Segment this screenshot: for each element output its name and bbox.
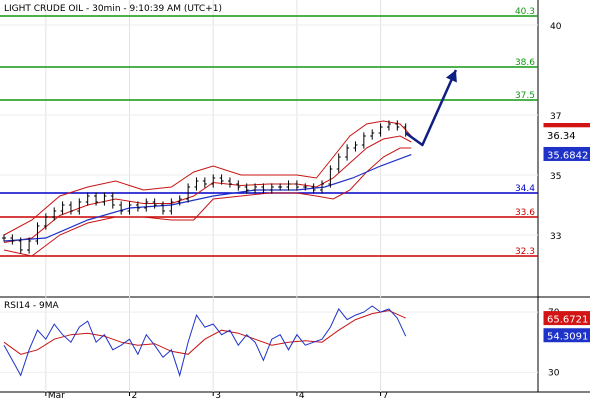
price-tick-label: 33 <box>550 232 561 242</box>
price-tick-label: 37 <box>550 112 561 122</box>
moving-average-line <box>3 154 412 242</box>
time-tick-label: Mar <box>48 391 65 400</box>
rsi-ma-line <box>3 310 406 355</box>
price-bars <box>2 120 408 254</box>
level-label: 33.6 <box>515 208 535 218</box>
level-label: 40.3 <box>515 7 535 17</box>
price-tag-label: 35.6842 <box>547 150 588 161</box>
rsi-tag-label: 54.3091 <box>547 332 588 343</box>
level-label: 32.3 <box>515 247 535 257</box>
level-label: 34.4 <box>515 184 535 194</box>
time-tick-label: 2 <box>132 391 138 400</box>
price-tag-label: 36.34 <box>547 131 576 142</box>
rsi-tag-box <box>543 328 590 343</box>
price-tag-box <box>543 146 590 161</box>
bollinger-bands <box>3 120 412 257</box>
level-label: 38.6 <box>515 58 535 68</box>
price-tick-label: 40 <box>550 22 562 32</box>
time-tick-label: 4 <box>299 391 305 400</box>
axes: 40 37 35 33 Mar 2 3 4 7 <box>45 22 562 400</box>
rsi-label: RSI14 - 9MA <box>4 301 60 311</box>
price-tag-box <box>543 127 590 142</box>
price-tick-label: 35 <box>550 172 561 182</box>
bollinger-upper-line <box>3 120 412 236</box>
forecast-arrow <box>404 69 458 147</box>
chart-title: LIGHT CRUDE OIL - 30min - 9:10:39 AM (UT… <box>4 4 222 14</box>
rsi-tag-label: 65.6721 <box>547 315 588 326</box>
time-tick-label: 7 <box>383 391 389 400</box>
forecast-arrow-head <box>445 70 457 83</box>
rsi-line <box>3 305 407 378</box>
forecast-arrow-line <box>404 69 458 147</box>
level-label: 37.5 <box>515 91 535 101</box>
rsi-tag-box <box>543 311 590 326</box>
rsi-tick-label: 30 <box>548 368 560 378</box>
time-tick-label: 3 <box>215 391 221 400</box>
